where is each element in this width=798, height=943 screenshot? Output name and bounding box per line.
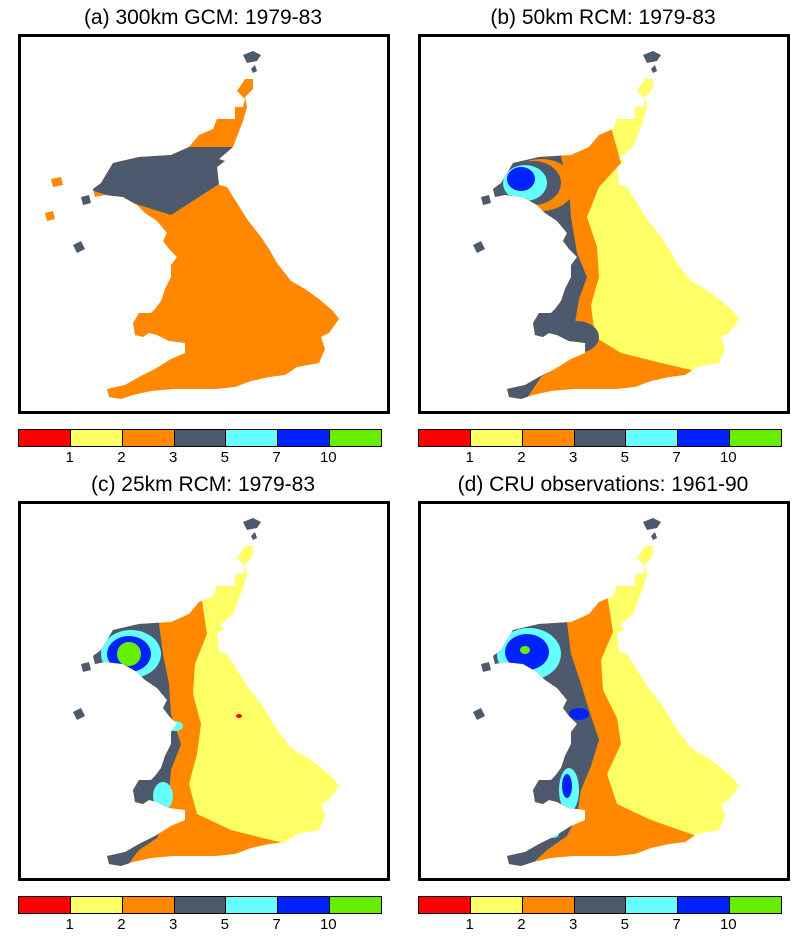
shetland-islet [251,532,257,540]
colorbar-tick-label: 10 [319,449,337,466]
wet-spot [537,685,553,695]
wet-core-max [520,646,530,654]
wet-core [507,167,535,191]
colorbar-tick-label: 5 [220,449,230,466]
hebrides-islet [81,662,91,672]
panel-d: (d) CRU observations: 1961-90 1 2 3 5 7 10 [418,473,790,943]
colorbar-swatch [522,430,575,446]
colorbar-labels: 1 2 3 5 7 10 [418,449,782,469]
panel-title: (b) 50km RCM: 1979-83 [490,6,716,29]
colorbar-swatch [226,430,279,446]
hebrides-islet [73,708,85,720]
colorbar-swatch [330,897,382,913]
wet-core-max [117,642,141,666]
precipitation-map [73,518,339,866]
colorbar-swatch [470,430,523,446]
map-frame [18,34,390,414]
hebrides-islet [81,195,91,205]
panel-title: (d) CRU observations: 1961-90 [457,473,749,496]
colorbar-swatch [470,897,523,913]
colorbar-tick-label: 7 [272,449,281,466]
colorbar-swatch [174,430,227,446]
map-frame [18,501,390,881]
hebrides-islet [73,241,85,253]
orkney-islands [643,51,661,63]
colorbar-swatch [626,897,679,913]
colorbar-swatch [419,897,471,913]
colorbar-swatch [122,897,175,913]
colorbar-tick-label: 2 [117,449,126,466]
island-fragment [45,211,55,221]
wet-spot [167,721,183,731]
precipitation-map [473,51,739,399]
colorbar-tick-label: 1 [465,449,474,466]
colorbar-tick-label: 3 [168,449,178,466]
precipitation-map [473,518,739,866]
colorbar-tick-label: 7 [672,449,681,466]
mainland-region [93,546,339,866]
precipitation-map [45,51,339,399]
colorbar-swatch [730,897,782,913]
colorbar-tick-label: 1 [65,449,74,466]
colorbar [418,896,782,914]
colorbar-swatch [70,430,123,446]
colorbar-swatch [19,897,71,913]
hebrides-islet [473,708,485,720]
colorbar-swatch [226,897,279,913]
orkney-islands [243,518,261,530]
colorbar [418,429,782,447]
colorbar-labels: 1 2 3 5 7 10 [18,916,382,936]
colorbar-swatch [574,897,627,913]
colorbar-swatch [522,897,575,913]
shetland-islet [651,532,657,540]
colorbar-swatch [70,897,123,913]
dry-spot [236,714,242,718]
panel-c: (c) 25km RCM: 1979-83 1 2 3 5 7 10 [18,473,390,943]
hebrides-islet [481,662,491,672]
colorbar-swatch [678,897,731,913]
colorbar-swatch [278,897,331,913]
colorbar-tick-label: 5 [620,449,630,466]
colorbar-swatch [678,430,731,446]
colorbar-tick-label: 2 [517,449,526,466]
colorbar-labels: 1 2 3 5 7 10 [418,916,782,936]
colorbar-swatch [19,430,71,446]
colorbar-swatch [174,897,227,913]
colorbar [18,896,382,914]
map-frame [418,501,790,881]
panel-a: (a) 300km GCM: 1979-83 1 2 3 5 7 10 [18,6,390,476]
wet-spot [547,830,559,838]
colorbar-swatch [278,430,331,446]
orkney-islands [643,518,661,530]
shetland-islet [651,65,657,73]
colorbar-swatch [419,430,471,446]
island-fragment [51,177,63,187]
hebrides-islet [481,195,491,205]
wales-region [555,321,599,353]
wales-wet-spot [153,782,173,810]
colorbar-swatch [626,430,679,446]
colorbar [18,429,382,447]
panel-title: (a) 300km GCM: 1979-83 [83,6,323,29]
hebrides-islet [473,241,485,253]
colorbar-swatch [122,430,175,446]
wet-spot [569,708,589,720]
colorbar-swatch [330,430,382,446]
orkney-islands [243,51,261,63]
colorbar-swatch [574,430,627,446]
wales-wet-core [562,774,572,798]
colorbar-swatch [730,430,782,446]
map-frame [418,34,790,414]
mainland-region [93,79,339,399]
colorbar-tick-label: 10 [719,449,737,466]
shetland-islet [251,65,257,73]
colorbar-tick-label: 3 [568,449,578,466]
highland-region [93,147,261,215]
panel-b: (b) 50km RCM: 1979-83 1 2 3 5 7 10 [418,6,790,476]
colorbar-labels: 1 2 3 5 7 10 [18,449,382,469]
panel-title: (c) 25km RCM: 1979-83 [90,473,316,496]
